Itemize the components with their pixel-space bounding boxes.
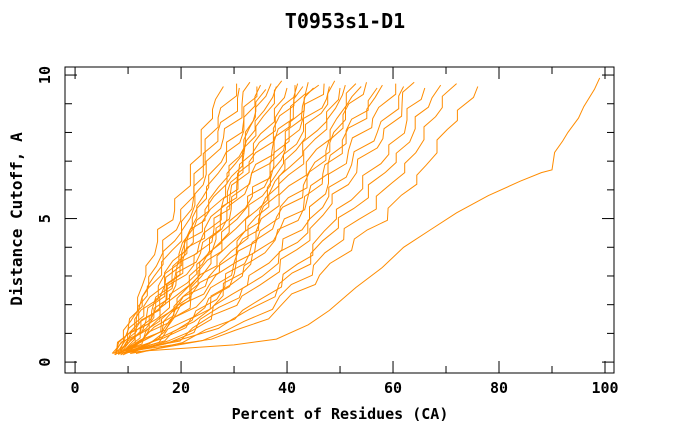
model-curve [112, 81, 251, 354]
y-tick-label: 0 [36, 358, 54, 367]
x-tick-label: 20 [172, 379, 190, 397]
model-curve [119, 84, 383, 354]
model-curve [121, 83, 357, 354]
model-curve [114, 86, 277, 354]
model-curve [125, 87, 378, 352]
model-curve [115, 84, 261, 354]
y-tick-label: 5 [36, 214, 54, 223]
model-curve [123, 86, 405, 354]
model-curve [126, 84, 442, 353]
plot-border [64, 66, 615, 374]
model-curve [119, 86, 258, 351]
axes-and-ticks: 0 20 40 60 80 100 0 5 10 [36, 66, 619, 397]
model-curve [118, 83, 272, 356]
model-curve [119, 82, 309, 354]
model-curve [121, 85, 296, 353]
series-lines [111, 77, 601, 356]
model-curve [122, 83, 325, 352]
x-tick-label: 100 [591, 379, 618, 397]
model-curve [130, 80, 336, 353]
y-axis-label: Distance Cutoff, A [7, 132, 26, 306]
model-curve [114, 83, 299, 356]
x-tick-label: 80 [490, 379, 508, 397]
chart-title: T0953s1-D1 [285, 9, 405, 33]
model-curve [135, 87, 426, 354]
model-curve [123, 86, 304, 351]
model-curve [117, 87, 240, 353]
model-curve [117, 87, 288, 354]
model-curve [124, 84, 346, 352]
model-curve [128, 81, 415, 352]
model-curve [120, 86, 330, 356]
y-tick-label: 10 [36, 66, 54, 84]
model-curve [133, 86, 479, 352]
x-tick-label: 40 [278, 379, 296, 397]
x-tick-label: 0 [71, 379, 80, 397]
x-axis-label: Percent of Residues (CA) [232, 405, 449, 423]
model-curve [128, 86, 362, 353]
x-tick-label: 60 [384, 379, 402, 397]
model-curve [127, 87, 314, 353]
model-curve [117, 77, 601, 354]
model-curve [122, 82, 367, 356]
model-curve [130, 83, 457, 354]
